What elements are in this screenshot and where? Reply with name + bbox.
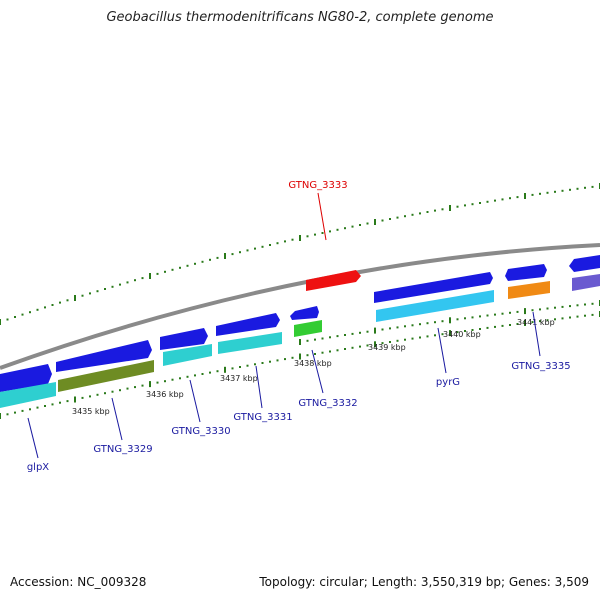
accession-label: Accession: NC_009328	[10, 575, 147, 589]
genome-summary: Topology: circular; Length: 3,550,319 bp…	[259, 575, 589, 589]
gene-arrow[interactable]	[216, 313, 280, 336]
gene-arrow[interactable]	[505, 264, 547, 281]
genome-title: Geobacillus thermodenitrificans NG80-2, …	[106, 10, 494, 25]
gene-label-glpx[interactable]: glpX	[27, 462, 49, 473]
callout-line	[27, 417, 39, 459]
gene-arrow[interactable]	[569, 255, 600, 272]
gene-label-gtng-3335[interactable]: GTNG_3335	[511, 361, 570, 372]
bottom-dotted-ruler	[0, 311, 600, 419]
callout-line	[532, 311, 541, 357]
gene-arrow[interactable]	[376, 290, 494, 322]
gene-label-gtng-3331[interactable]: GTNG_3331	[233, 412, 292, 423]
gene-labels: GTNG_3333 glpX GTNG_3329 GTNG_3330 GTNG_…	[27, 180, 571, 473]
top-dotted-ruler	[0, 183, 600, 325]
gene-label-gtng-3333[interactable]: GTNG_3333	[288, 180, 347, 191]
gene-arrow[interactable]	[56, 340, 152, 372]
callout-line	[437, 327, 447, 374]
middle-dotted-ruler	[299, 300, 600, 345]
gene-arrow[interactable]	[294, 320, 322, 337]
gene-arrow[interactable]	[0, 382, 56, 408]
gene-arrow[interactable]	[160, 328, 208, 350]
tick-label: 3435 kbp	[72, 407, 110, 416]
gene-label-gtng-3332[interactable]: GTNG_3332	[298, 398, 357, 409]
tick-label: 3437 kbp	[220, 374, 258, 383]
gene-arrow[interactable]	[0, 364, 52, 392]
gene-arrow[interactable]	[572, 274, 600, 291]
callout-line	[189, 379, 201, 423]
callout-line	[311, 349, 324, 394]
gene-arrow[interactable]	[218, 332, 282, 354]
gene-label-pyrg[interactable]: pyrG	[436, 377, 460, 388]
gene-arrow[interactable]	[290, 306, 319, 320]
kbp-tick-labels: 3435 kbp 3436 kbp 3437 kbp 3438 kbp 3439…	[72, 318, 555, 416]
gene-arrow[interactable]	[163, 344, 212, 366]
tick-label: 3439 kbp	[368, 343, 406, 352]
genome-backbone	[0, 243, 600, 370]
gene-arrow[interactable]	[374, 272, 493, 303]
tick-label: 3440 kbp	[443, 330, 481, 339]
callout-line	[317, 192, 327, 241]
gene-arrow-gtng-3333[interactable]	[306, 270, 361, 291]
tick-label: 3438 kbp	[294, 359, 332, 368]
tick-label: 3441 kbp	[517, 318, 555, 327]
tick-label: 3436 kbp	[146, 390, 184, 399]
gene-label-gtng-3329[interactable]: GTNG_3329	[93, 444, 152, 455]
callout-line	[111, 397, 123, 441]
callout-line	[255, 365, 263, 409]
forward-strand-genes	[0, 255, 600, 392]
gene-arrow[interactable]	[58, 360, 154, 392]
gene-label-gtng-3330[interactable]: GTNG_3330	[171, 426, 230, 437]
gene-arrow[interactable]	[508, 281, 550, 299]
